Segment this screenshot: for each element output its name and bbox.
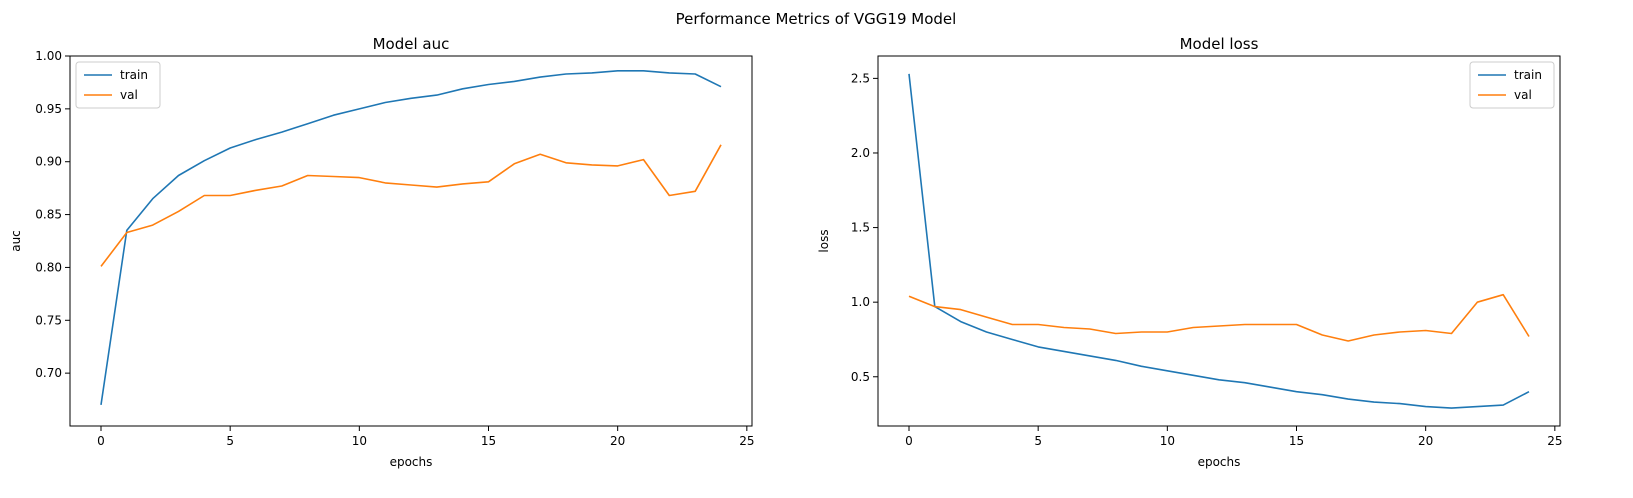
chart-title: Model auc — [373, 35, 450, 53]
y-tick-label: 1.0 — [851, 295, 870, 309]
series-line-train — [908, 73, 1530, 409]
series-line-train — [100, 70, 722, 406]
y-tick-label: 0.95 — [35, 102, 62, 116]
y-tick-label: 0.80 — [35, 260, 62, 274]
x-tick-label: 10 — [352, 434, 367, 448]
y-tick-label: 0.90 — [35, 155, 62, 169]
y-tick-label: 1.00 — [35, 49, 62, 63]
x-tick-label: 25 — [739, 434, 754, 448]
x-tick-label: 15 — [1289, 434, 1304, 448]
axes-frame — [877, 55, 1561, 427]
figure-title: Performance Metrics of VGG19 Model — [676, 10, 957, 28]
x-tick-label: 15 — [481, 434, 496, 448]
y-tick-label: 1.5 — [851, 221, 870, 235]
chart-title: Model loss — [1180, 35, 1259, 53]
chart-1: Model auc 0 5 10 15 20 25 0.70 0.75 0.80 0.85 0.90 0… — [9, 35, 754, 469]
legend: train val — [1469, 61, 1555, 109]
axes-frame — [69, 55, 753, 427]
y-tick-label: 2.5 — [851, 71, 870, 85]
legend-label: val — [1514, 88, 1532, 102]
y-axis-label: auc — [9, 230, 23, 252]
y-tick-label: 0.70 — [35, 366, 62, 380]
x-tick-label: 5 — [1034, 434, 1042, 448]
legend-label: train — [1514, 68, 1542, 82]
series-line-val — [908, 293, 1530, 342]
x-tick-label: 0 — [905, 434, 913, 448]
y-tick-label: 0.85 — [35, 208, 62, 222]
x-tick-label: 0 — [97, 434, 105, 448]
legend-label: val — [120, 88, 138, 102]
y-axis-label: loss — [817, 229, 831, 252]
x-tick-label: 25 — [1547, 434, 1562, 448]
x-tick-label: 20 — [610, 434, 625, 448]
y-tick-label: 2.0 — [851, 146, 870, 160]
x-tick-label: 5 — [226, 434, 234, 448]
x-tick-label: 20 — [1418, 434, 1433, 448]
y-tick-label: 0.5 — [851, 370, 870, 384]
legend-box — [1469, 61, 1555, 109]
x-axis-label: epochs — [390, 455, 433, 469]
chart-2: Model loss 0 5 10 15 20 25 0.5 1.0 1.5 2.0 2.5 epoch… — [817, 35, 1562, 469]
x-tick-label: 10 — [1160, 434, 1175, 448]
legend: train val — [75, 61, 161, 109]
legend-box — [75, 61, 161, 109]
legend-label: train — [120, 68, 148, 82]
x-axis-label: epochs — [1198, 455, 1241, 469]
series-line-val — [100, 144, 722, 267]
y-tick-label: 0.75 — [35, 313, 62, 327]
